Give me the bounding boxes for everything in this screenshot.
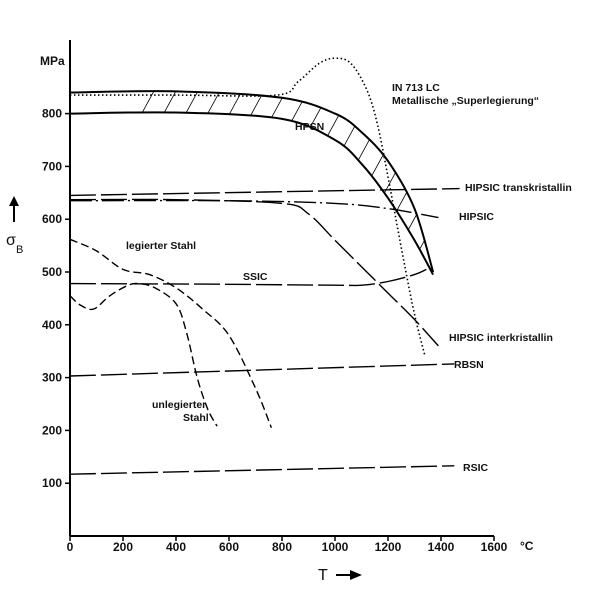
y-tick-label: 100 bbox=[42, 476, 62, 490]
series-line-ssic bbox=[69, 268, 427, 287]
series-line-hipsic bbox=[69, 199, 439, 219]
x-tick-label: 200 bbox=[113, 540, 133, 554]
hatch-line bbox=[215, 91, 337, 275]
x-axis-title: T bbox=[318, 567, 362, 584]
y-tick-label: 700 bbox=[42, 159, 62, 173]
label-rsic: RSIC bbox=[463, 462, 489, 474]
series-line-unlegierter-stahl bbox=[69, 282, 218, 427]
y-axis-ticks: 100 200 300 400 500 600 700 800 bbox=[42, 107, 70, 490]
label-unlegierter-stahl: unlegierter bbox=[152, 399, 206, 411]
x-tick-label: 1000 bbox=[322, 540, 349, 554]
x-tick-label: 0 bbox=[67, 540, 74, 554]
hpsn-upper-curve bbox=[69, 90, 435, 273]
y-tick-label: 600 bbox=[42, 212, 62, 226]
label-unlegierter-stahl-line2: Stahl bbox=[183, 412, 209, 424]
label-legierter-stahl: legierter Stahl bbox=[126, 240, 196, 252]
y-tick-label: 300 bbox=[42, 371, 62, 385]
label-hipsic: HIPSIC bbox=[459, 211, 494, 223]
x-axis-ticks: 0 200 400 600 800 1000 1200 1400 1600 bbox=[67, 536, 508, 554]
x-tick-label: 1200 bbox=[375, 540, 402, 554]
series-line-hipsic-transkristallin bbox=[69, 187, 460, 197]
x-tick-label: 600 bbox=[219, 540, 239, 554]
label-hipsic-interkristallin: HIPSIC interkristallin bbox=[449, 332, 553, 344]
series-line-hipsic-interkristallin bbox=[69, 198, 439, 347]
series-line-rsic bbox=[69, 465, 455, 475]
label-in713lc-line2: Metallische „Superlegierung“ bbox=[392, 95, 539, 107]
series-line-in-713-lc bbox=[70, 57, 426, 357]
y-axis-title: σ B bbox=[6, 196, 23, 256]
series-line-rbsn bbox=[69, 363, 455, 377]
x-unit-label: °C bbox=[520, 539, 534, 553]
y-tick-label: 200 bbox=[42, 423, 62, 437]
y-tick-label: 500 bbox=[42, 265, 62, 279]
x-tick-label: 1400 bbox=[428, 540, 455, 554]
x-tick-label: 400 bbox=[166, 540, 186, 554]
y-unit-label: MPa bbox=[40, 54, 65, 68]
series-line-legierter-stahl bbox=[69, 238, 273, 429]
y-tick-label: 400 bbox=[42, 318, 62, 332]
label-rbsn: RBSN bbox=[454, 359, 484, 371]
x-tick-label: 800 bbox=[272, 540, 292, 554]
x-axis-symbol: T bbox=[318, 567, 328, 584]
label-hpsn: HPSN bbox=[295, 121, 324, 133]
y-axis-subscript: B bbox=[16, 244, 23, 256]
label-ssic: SSIC bbox=[243, 271, 268, 283]
x-tick-label: 1600 bbox=[481, 540, 508, 554]
label-hipsic-transkristallin: HIPSIC transkristallin bbox=[465, 182, 572, 194]
y-axis-symbol: σ bbox=[6, 232, 16, 249]
y-tick-label: 800 bbox=[42, 107, 62, 121]
label-in713lc: IN 713 LC bbox=[392, 82, 440, 94]
hpsn-lower-curve bbox=[69, 111, 434, 276]
